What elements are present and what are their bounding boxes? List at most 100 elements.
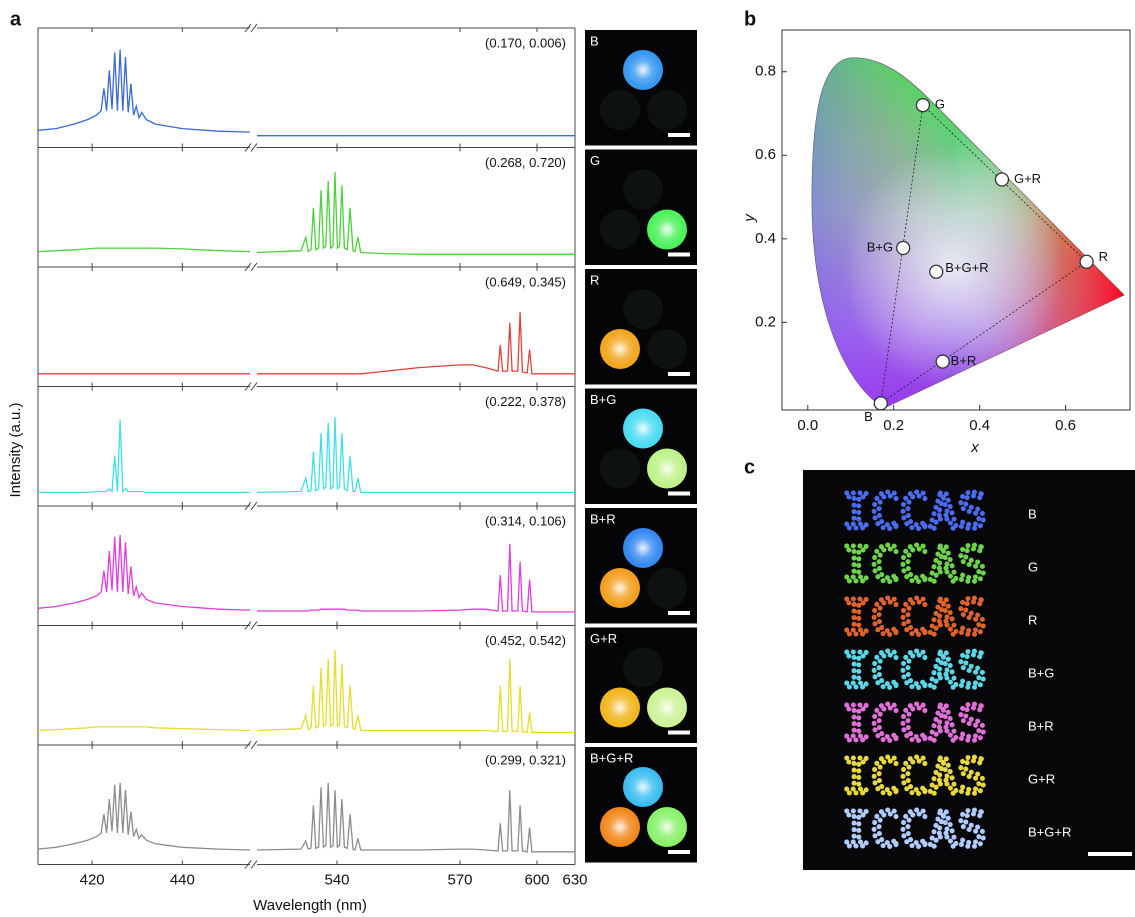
row-label: G+R (1028, 771, 1055, 786)
photo-label: B+G+R (590, 750, 633, 765)
point-label: R (1099, 249, 1108, 264)
point-label: G (935, 97, 945, 112)
spectrum-line (38, 50, 250, 132)
spectrum-line (257, 172, 575, 254)
cie-coordinates: (0.170, 0.006) (485, 35, 566, 50)
spectrum-line (257, 417, 575, 492)
axis-break (251, 263, 257, 271)
axis-break (251, 24, 257, 32)
scale-bar (1088, 852, 1132, 856)
scale-bar (668, 731, 690, 735)
point-label: B+G (867, 239, 893, 254)
data-point (916, 99, 929, 112)
cie-coordinates: (0.299, 0.321) (485, 752, 566, 767)
data-point (1080, 255, 1093, 268)
data-point (897, 241, 910, 254)
photo-label: B+R (590, 511, 616, 526)
point-label: G+R (1014, 171, 1041, 186)
data-point (995, 173, 1008, 186)
point-label: B+R (951, 353, 977, 368)
emitter (647, 329, 687, 369)
row-label: R (1028, 612, 1037, 627)
data-point (930, 265, 943, 278)
x-tick-label: 600 (524, 871, 549, 888)
emitter (600, 449, 640, 489)
axis-break (251, 622, 257, 630)
row-label: B+R (1028, 718, 1054, 733)
emitter (647, 568, 687, 608)
axis-break (251, 383, 257, 391)
spectrum-line (257, 783, 575, 852)
x-tick-label: 540 (324, 871, 349, 888)
x-tick-label: 0.2 (883, 417, 904, 434)
scale-bar (668, 253, 690, 257)
point-label: B+G+R (945, 260, 988, 275)
y-tick-label: 0.2 (755, 313, 776, 330)
emitter-glow (603, 810, 637, 844)
emitter-glow (650, 691, 684, 725)
emitter (600, 90, 640, 130)
led-text: ICCAS (842, 802, 987, 858)
emitter-glow (650, 213, 684, 247)
led-text: ICCAS (842, 590, 987, 646)
point-label: B (864, 409, 873, 424)
y-axis-label: y (741, 213, 758, 223)
led-text: ICCAS (842, 537, 987, 593)
emitter-glow (603, 571, 637, 605)
axis-break (251, 861, 257, 869)
row-label: B+G+R (1028, 824, 1071, 839)
led-text: ICCAS (842, 696, 987, 752)
emitter-glow (650, 810, 684, 844)
data-point (874, 397, 887, 410)
emitter-glow (626, 770, 660, 804)
cie-coordinates: (0.268, 0.720) (485, 155, 566, 170)
axis-break (251, 741, 257, 749)
y-tick-label: 0.4 (755, 230, 776, 247)
x-tick-label: 0.4 (969, 417, 990, 434)
x-tick-label: 0.6 (1055, 417, 1076, 434)
y-axis-label: Intensity (a.u.) (7, 402, 24, 497)
photo-label: G (590, 153, 600, 168)
scale-bar (668, 611, 690, 615)
emitter (600, 210, 640, 250)
spectrum-line (257, 650, 575, 732)
x-tick-label: 440 (170, 871, 195, 888)
data-point (936, 355, 949, 368)
scale-bar (668, 850, 690, 854)
row-label: G (1028, 559, 1038, 574)
axis-break (251, 502, 257, 510)
emitter (623, 648, 663, 688)
spectrum-line (38, 727, 250, 731)
x-axis-label: Wavelength (nm) (253, 897, 367, 914)
spectrum-line (257, 312, 575, 374)
photo-label: B+G (590, 392, 616, 407)
scale-bar (668, 133, 690, 137)
x-tick-label: 420 (80, 871, 105, 888)
led-text: ICCAS (842, 749, 987, 805)
emitter-glow (626, 531, 660, 565)
y-tick-label: 0.6 (755, 146, 776, 163)
photo-label: R (590, 272, 599, 287)
cie-coordinates: (0.452, 0.542) (485, 633, 566, 648)
row-label: B (1028, 506, 1037, 521)
x-tick-label: 0.0 (797, 417, 818, 434)
emitter-glow (626, 53, 660, 87)
spectrum-line (38, 248, 250, 252)
figure: a b c Wavelength (nm) Intensity (a.u.) x… (0, 0, 1135, 917)
x-tick-label: 570 (447, 871, 472, 888)
spectrum-line (38, 783, 250, 850)
spectrum-line (257, 544, 575, 612)
scale-bar (668, 492, 690, 496)
cie-coordinates: (0.222, 0.378) (485, 394, 566, 409)
emitter (647, 90, 687, 130)
emitter-glow (626, 412, 660, 446)
photo-label: B (590, 33, 599, 48)
y-tick-label: 0.8 (755, 63, 776, 80)
emitter-glow (603, 691, 637, 725)
emitter-glow (650, 452, 684, 486)
emitter-glow (603, 332, 637, 366)
spectrum-line (38, 535, 250, 610)
cie-coordinates: (0.314, 0.106) (485, 513, 566, 528)
scale-bar (668, 372, 690, 376)
panel-label: a (10, 8, 22, 30)
